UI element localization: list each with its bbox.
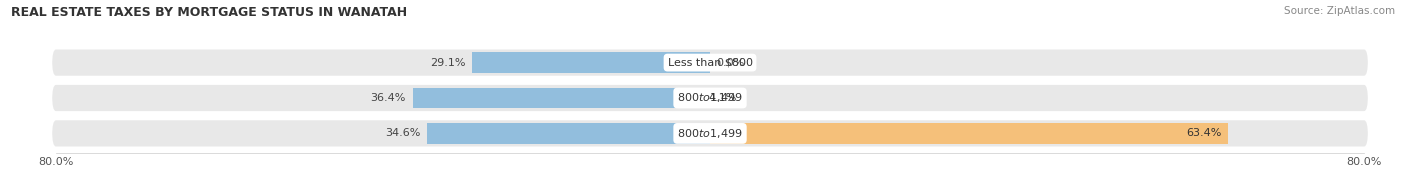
Text: 63.4%: 63.4% xyxy=(1187,128,1222,138)
Text: $800 to $1,499: $800 to $1,499 xyxy=(678,92,742,104)
FancyBboxPatch shape xyxy=(52,85,1368,111)
Text: 36.4%: 36.4% xyxy=(371,93,406,103)
Text: 4.1%: 4.1% xyxy=(709,93,737,103)
Bar xyxy=(472,52,710,73)
FancyBboxPatch shape xyxy=(52,50,1368,76)
FancyBboxPatch shape xyxy=(52,120,1368,146)
Bar xyxy=(412,88,710,108)
Bar xyxy=(710,123,1229,144)
Text: Source: ZipAtlas.com: Source: ZipAtlas.com xyxy=(1284,6,1395,16)
Text: Less than $800: Less than $800 xyxy=(668,58,752,68)
Text: $800 to $1,499: $800 to $1,499 xyxy=(678,127,742,140)
Legend: Without Mortgage, With Mortgage: Without Mortgage, With Mortgage xyxy=(586,193,834,196)
Text: REAL ESTATE TAXES BY MORTGAGE STATUS IN WANATAH: REAL ESTATE TAXES BY MORTGAGE STATUS IN … xyxy=(11,6,408,19)
Text: 0.0%: 0.0% xyxy=(717,58,745,68)
Bar xyxy=(427,123,710,144)
Text: 34.6%: 34.6% xyxy=(385,128,420,138)
Bar xyxy=(710,88,744,108)
Text: 29.1%: 29.1% xyxy=(430,58,465,68)
